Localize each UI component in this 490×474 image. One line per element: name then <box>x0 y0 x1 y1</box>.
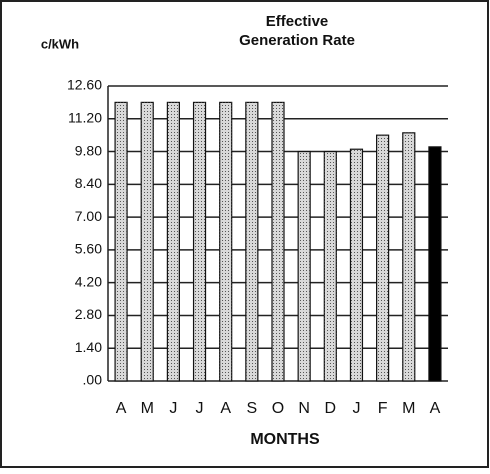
bar <box>192 101 207 382</box>
x-tick-label: S <box>247 400 258 417</box>
x-tick-label: J <box>196 400 204 417</box>
bar <box>402 132 416 382</box>
chart-title: Effective <box>266 13 329 30</box>
y-tick-label: .00 <box>83 372 103 388</box>
y-tick-label: 1.40 <box>75 339 102 355</box>
bar <box>140 101 154 382</box>
bar <box>271 101 285 382</box>
x-tick-label: N <box>298 400 310 417</box>
y-tick-label: 8.40 <box>75 175 102 191</box>
x-tick-label: M <box>402 400 415 417</box>
x-tick-label: A <box>430 400 441 417</box>
bar <box>245 101 259 382</box>
bar <box>114 101 128 382</box>
bar <box>323 150 337 382</box>
bar <box>349 148 364 382</box>
chart-title: Generation Rate <box>239 32 355 49</box>
y-tick-label: 11.20 <box>68 109 102 125</box>
x-tick-label: A <box>116 400 127 417</box>
x-tick-label: J <box>169 400 177 417</box>
bar <box>376 134 390 382</box>
x-tick-label: F <box>378 400 388 417</box>
x-tick-label: M <box>141 400 154 417</box>
x-axis-label: MONTHS <box>250 431 320 448</box>
bar <box>297 150 311 382</box>
x-tick-label: D <box>325 400 337 417</box>
y-tick-label: 7.00 <box>75 208 102 224</box>
bar <box>428 146 442 382</box>
y-tick-label: 9.80 <box>75 142 102 158</box>
bar <box>166 101 180 382</box>
y-tick-label: 2.80 <box>75 306 102 322</box>
y-tick-label: 5.60 <box>75 241 102 257</box>
bar <box>219 101 233 382</box>
x-tick-label: J <box>352 400 360 417</box>
y-axis-label: c/kWh <box>41 36 79 51</box>
y-tick-label: 12.60 <box>67 77 102 93</box>
x-tick-label: O <box>272 400 284 417</box>
y-tick-label: 4.20 <box>75 273 102 289</box>
x-tick-label: A <box>220 400 231 417</box>
